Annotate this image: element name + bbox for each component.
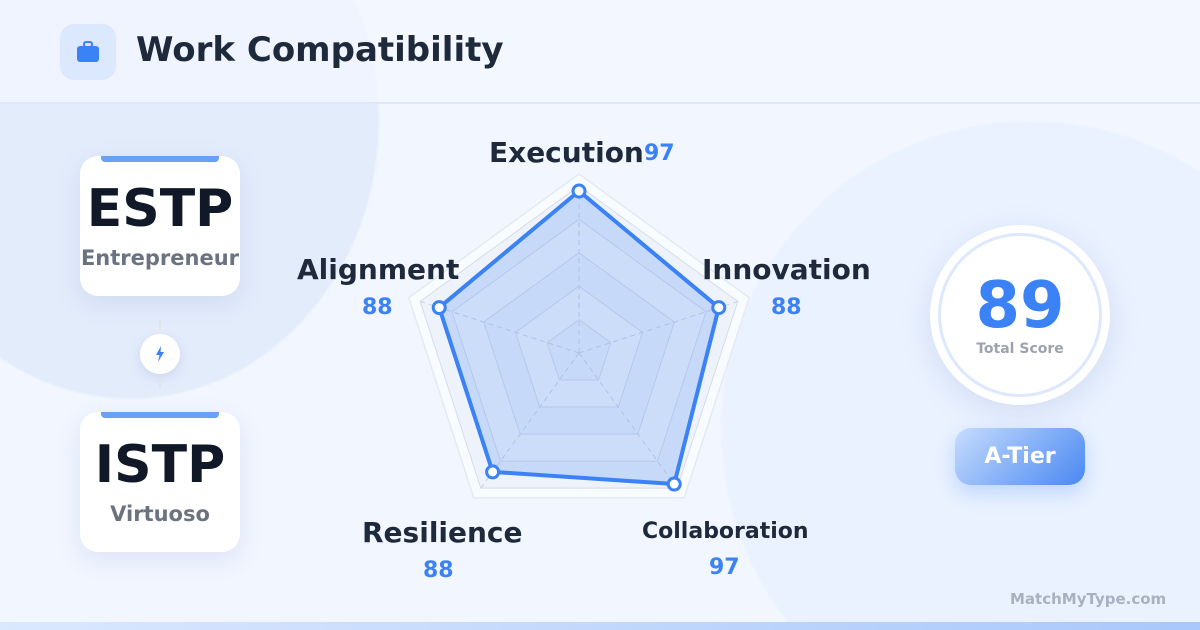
briefcase-icon xyxy=(60,24,116,80)
type-card-1: ESTP Entrepreneur xyxy=(80,156,240,296)
tier-badge: A-Tier xyxy=(955,428,1085,485)
radar-data-point xyxy=(666,476,682,492)
radar-data-point xyxy=(485,464,501,480)
data-label: 88 xyxy=(771,295,802,320)
type-code: ESTP xyxy=(86,179,234,239)
axis-label: Collaboration xyxy=(642,519,809,544)
card-accent-bar xyxy=(101,156,219,162)
header: Work Compatibility xyxy=(0,0,1200,104)
type-card-2: ISTP Virtuoso xyxy=(80,412,240,552)
page-title: Work Compatibility xyxy=(136,30,504,70)
card-accent-bar xyxy=(101,412,219,418)
radar-series-area xyxy=(437,189,721,487)
axis-label: Innovation xyxy=(702,253,871,286)
total-score: 89 Total Score xyxy=(930,225,1110,405)
data-label: 97 xyxy=(709,555,740,580)
lightning-icon xyxy=(140,334,180,374)
radar-axis xyxy=(420,300,580,354)
radar-axis xyxy=(480,352,580,489)
data-label: 97 xyxy=(644,141,675,166)
score-value: 89 xyxy=(975,269,1065,343)
brand-watermark: MatchMyType.com xyxy=(1010,590,1167,608)
radar-data-point xyxy=(711,300,727,316)
connector-line xyxy=(159,378,161,388)
connector-line xyxy=(159,320,161,330)
radar-axis xyxy=(578,300,738,354)
type-nickname: Entrepreneur xyxy=(80,246,240,270)
radar-data-point xyxy=(571,183,587,199)
type-code: ISTP xyxy=(94,435,226,495)
axis-label: Alignment xyxy=(297,253,460,286)
axis-label: Execution xyxy=(489,136,644,169)
score-label: Total Score xyxy=(976,341,1064,357)
type-nickname: Virtuoso xyxy=(110,502,210,526)
bottom-bar xyxy=(0,622,1200,630)
radar-data-point xyxy=(431,300,447,316)
data-label: 88 xyxy=(362,295,393,320)
radar-axis xyxy=(578,352,678,489)
axis-label: Resilience xyxy=(362,516,523,549)
data-label: 88 xyxy=(423,558,454,583)
